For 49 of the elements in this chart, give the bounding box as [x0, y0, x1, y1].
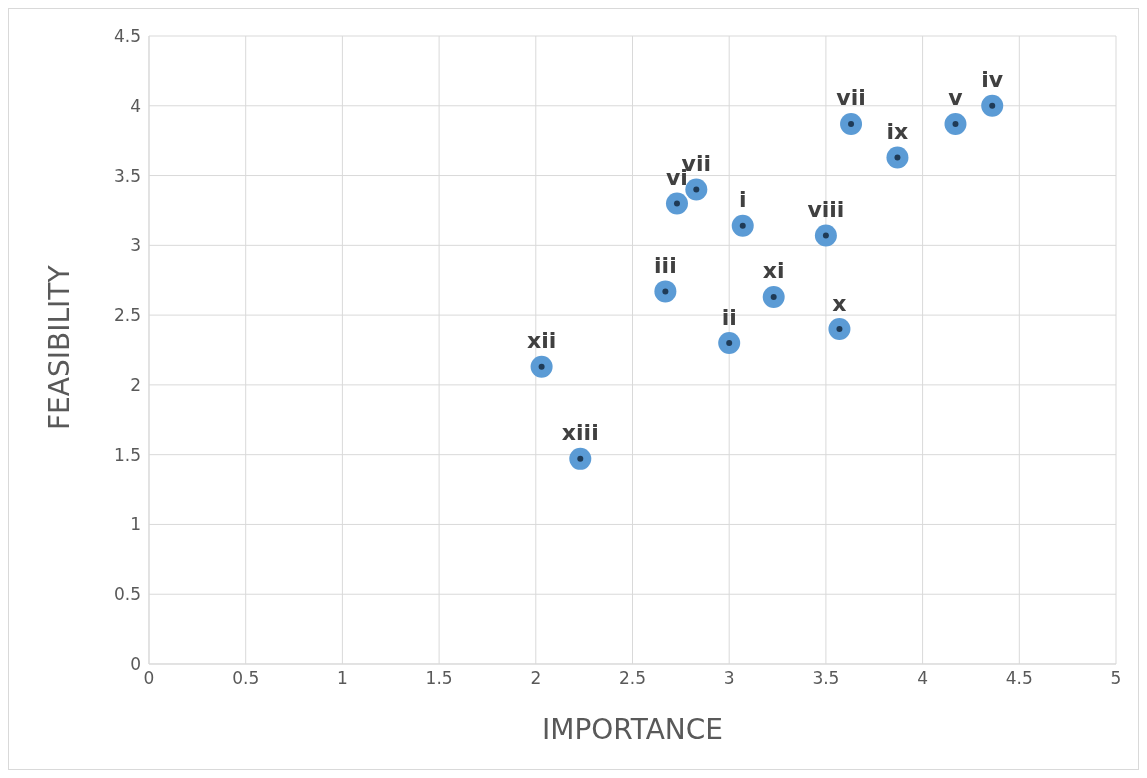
- data-label: iii: [654, 252, 677, 278]
- y-tick-label: 0: [130, 654, 141, 675]
- x-tick-label: 4.5: [1005, 668, 1033, 689]
- y-axis-title: FEASIBILITY: [42, 264, 76, 430]
- point: [981, 94, 1004, 117]
- point: [762, 285, 785, 308]
- y-tick-label: 0.5: [113, 584, 141, 605]
- x-tick-label: 1: [336, 668, 348, 689]
- data-label: xii: [526, 328, 557, 354]
- data-label: i: [738, 187, 747, 213]
- point: [886, 146, 909, 169]
- data-label: viii: [807, 197, 845, 223]
- point: [665, 192, 688, 215]
- point: [530, 355, 553, 378]
- point: [828, 318, 851, 341]
- y-tick-label: 4.5: [113, 26, 141, 47]
- y-tick-label: 1: [130, 514, 141, 535]
- y-tick-label: 2: [130, 374, 141, 395]
- data-label: xiii: [561, 420, 599, 446]
- data-label: ii: [721, 304, 737, 330]
- x-tick-label: 0: [143, 668, 155, 689]
- x-tick-label: 3.5: [812, 668, 840, 689]
- x-tick-label: 4: [917, 668, 929, 689]
- y-tick-label: 2.5: [113, 305, 141, 326]
- y-tick-label: 3: [130, 235, 141, 256]
- x-tick-label: 3: [723, 668, 735, 689]
- point: [718, 332, 741, 355]
- y-tick-label: 1.5: [113, 444, 141, 465]
- y-tick-label: 4: [130, 95, 141, 116]
- point: [814, 224, 837, 247]
- x-tick-label: 2: [530, 668, 542, 689]
- x-axis-title: IMPORTANCE: [541, 713, 724, 746]
- x-tick-label: 1.5: [425, 668, 453, 689]
- data-label: vii: [836, 85, 866, 111]
- point: [685, 178, 708, 201]
- data-label: xi: [762, 258, 785, 284]
- data-label: iv: [981, 67, 1004, 93]
- y-tick-label: 3.5: [113, 165, 141, 186]
- data-label: v: [948, 85, 964, 111]
- x-tick-label: 0.5: [232, 668, 260, 689]
- point: [654, 280, 677, 303]
- point: [944, 112, 967, 135]
- point: [731, 214, 754, 237]
- point: [569, 447, 592, 470]
- data-label: x: [832, 290, 847, 316]
- x-tick-label: 2.5: [618, 668, 647, 689]
- data-label: ix: [886, 118, 909, 144]
- x-tick-label: 5: [1110, 668, 1122, 689]
- point: [840, 112, 863, 135]
